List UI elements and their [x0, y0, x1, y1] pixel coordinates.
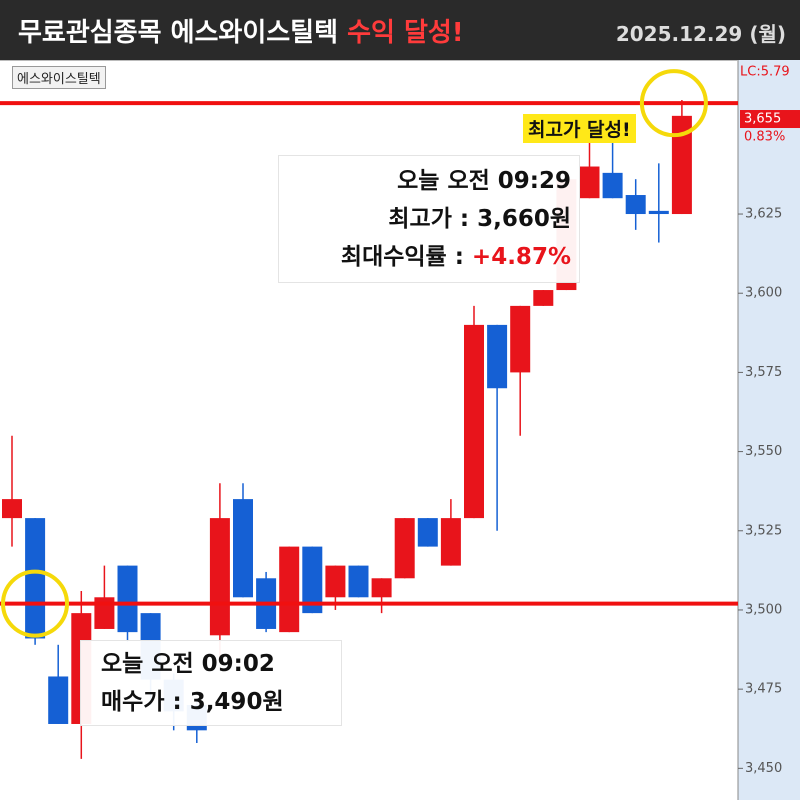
candle-body [510, 305, 531, 373]
buy-price: 매수가 : 3,490원 [101, 689, 284, 715]
price-change: 0.83% [744, 130, 785, 145]
title: 무료관심종목 에스와이스틸텍 수익 달성! [18, 12, 464, 49]
candle-body [417, 518, 438, 547]
highlight-circle [1, 569, 69, 638]
date: 2025.12.29 (월) [615, 22, 786, 46]
y-tick-label: 3,450 [745, 761, 782, 776]
stock-tab[interactable]: 에스와이스틸텍 [12, 66, 106, 89]
candle-body [233, 499, 253, 598]
return-label: 최대수익률 : [340, 244, 472, 270]
candle-body [302, 546, 323, 614]
header: 무료관심종목 에스와이스틸텍 수익 달성! 2025.12.29 (월) [0, 0, 800, 60]
candle-body [464, 324, 484, 519]
candle-body [671, 115, 692, 215]
high-price: 최고가 : 3,660원 [388, 206, 571, 232]
candle-body [48, 676, 69, 724]
title-text: 무료관심종목 에스와이스틸텍 [18, 18, 339, 48]
return-line: 최대수익률 : +4.87% [287, 238, 571, 276]
candle-body [209, 518, 230, 636]
candle-body [25, 518, 46, 639]
candle-body [279, 546, 300, 633]
y-tick-label: 3,525 [745, 523, 782, 538]
highlight-circle [639, 69, 708, 138]
y-tick-label: 3,500 [745, 602, 782, 617]
candle-body [2, 499, 22, 519]
high-box: 오늘 오전 09:29 최고가 : 3,660원 최대수익률 : +4.87% [278, 155, 580, 283]
candle-body [625, 195, 646, 215]
candle-body [602, 172, 623, 199]
candle-body [648, 210, 669, 215]
high-time: 오늘 오전 09:29 [397, 168, 571, 194]
candle-body [533, 290, 554, 306]
y-tick-label: 3,475 [745, 682, 782, 697]
y-tick-label: 3,575 [745, 365, 782, 380]
y-tick-label: 3,625 [745, 207, 782, 222]
candle-body [371, 578, 392, 598]
y-tick-label: 3,550 [745, 444, 782, 459]
chart: 3,450 3,475 3,500 3,525 3,550 3,575 3,600 3,625… [0, 60, 800, 800]
candle-body [487, 324, 508, 389]
axis-panel [738, 60, 800, 800]
candle-body [440, 518, 461, 566]
lc-label: LC:5.79 [740, 65, 790, 80]
candle-body [394, 518, 415, 579]
candle-body [579, 166, 600, 199]
buy-box: 오늘 오전 09:02 매수가 : 3,490원 [80, 640, 342, 726]
y-tick-label: 3,600 [745, 286, 782, 301]
title-highlight: 수익 달성! [347, 18, 464, 48]
price-box-label: 3,655 [744, 112, 781, 127]
price-box [740, 110, 800, 129]
high-tag: 최고가 달성! [523, 114, 636, 143]
candle-body [117, 565, 138, 633]
candle-body [348, 565, 369, 598]
return-value: +4.87% [471, 244, 571, 270]
buy-time: 오늘 오전 09:02 [101, 651, 275, 677]
candle-body [325, 565, 346, 598]
